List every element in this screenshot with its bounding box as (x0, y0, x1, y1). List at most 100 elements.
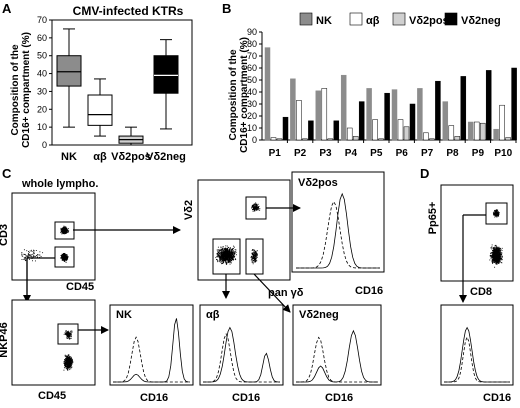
dot (218, 249, 220, 251)
dot (496, 262, 498, 263)
dot (66, 231, 68, 233)
dot (26, 255, 28, 257)
dot (222, 254, 224, 256)
hist-vd2pos (291, 171, 385, 273)
dot (500, 258, 502, 260)
dot (491, 248, 493, 250)
dot (217, 256, 219, 258)
dot (70, 330, 72, 332)
dot (225, 252, 227, 254)
dot (222, 259, 224, 261)
hist-pp65-curves (444, 326, 510, 383)
b-bar-3-0 (340, 74, 347, 141)
dot (493, 250, 495, 252)
dot (67, 332, 69, 334)
dot (255, 259, 257, 261)
dot (492, 262, 494, 264)
dot (64, 253, 66, 255)
dot (60, 255, 62, 257)
dot (218, 256, 220, 258)
dot (65, 228, 66, 229)
dot (227, 248, 229, 250)
dot (232, 258, 234, 260)
dot (497, 212, 499, 213)
panel-d-letter: D (420, 166, 429, 181)
dot (495, 263, 497, 265)
dot (497, 255, 499, 257)
dot (69, 335, 71, 337)
dot (229, 260, 230, 261)
dot (29, 254, 31, 256)
dot (216, 259, 218, 261)
dot (65, 359, 67, 361)
dot (229, 258, 230, 260)
b-legend-label-0: NK (316, 15, 332, 27)
dot (219, 249, 221, 251)
dot (496, 259, 498, 261)
dot (223, 259, 225, 261)
dot (252, 210, 254, 212)
dot (70, 368, 72, 370)
dot (255, 202, 257, 204)
dot (495, 214, 497, 216)
dot (232, 256, 234, 258)
dot (499, 253, 501, 255)
cd45-axis-label-1: CD45 (66, 281, 94, 293)
dot (68, 361, 70, 363)
dot (221, 254, 223, 256)
dot (254, 208, 256, 209)
dot (36, 255, 38, 257)
dot (21, 259, 23, 260)
dot (230, 257, 232, 259)
dot (494, 260, 496, 261)
dot (496, 253, 498, 255)
dot (232, 256, 233, 258)
dot (254, 256, 256, 258)
dot (253, 207, 255, 209)
dot (226, 249, 228, 251)
dot (495, 213, 497, 215)
dot (496, 250, 498, 251)
dot (65, 361, 67, 363)
dot (225, 256, 227, 258)
dot (227, 251, 229, 253)
dot (493, 212, 495, 214)
dot (491, 261, 493, 263)
dot (258, 208, 260, 210)
dot (62, 228, 64, 230)
dot (221, 255, 223, 257)
dot (33, 250, 35, 252)
dot (495, 256, 497, 258)
dot (498, 215, 500, 217)
dot (231, 258, 233, 260)
dot (67, 335, 69, 337)
dot (219, 261, 221, 263)
dot (254, 206, 256, 208)
dot (232, 255, 234, 256)
dot (500, 256, 501, 258)
pp65-cd8-dotplot (440, 184, 514, 282)
dot (232, 254, 233, 256)
dot (69, 359, 71, 361)
dot (255, 207, 257, 208)
dot (498, 248, 500, 250)
dot (494, 252, 496, 254)
dot (226, 257, 228, 259)
dot (224, 249, 226, 251)
dot (67, 366, 69, 367)
dot (220, 254, 222, 255)
dot (69, 357, 70, 359)
b-bar-0-3 (282, 116, 289, 141)
dot (500, 249, 502, 250)
dot (220, 254, 222, 256)
dot (64, 365, 66, 367)
dot (497, 249, 499, 251)
b-xlabel-9: P10 (494, 148, 512, 159)
dot (491, 257, 493, 258)
h3-curve-0 (203, 332, 280, 383)
dot (66, 360, 68, 362)
dot (67, 338, 69, 339)
dot (229, 253, 231, 255)
dot (490, 247, 492, 249)
dot (231, 257, 232, 259)
